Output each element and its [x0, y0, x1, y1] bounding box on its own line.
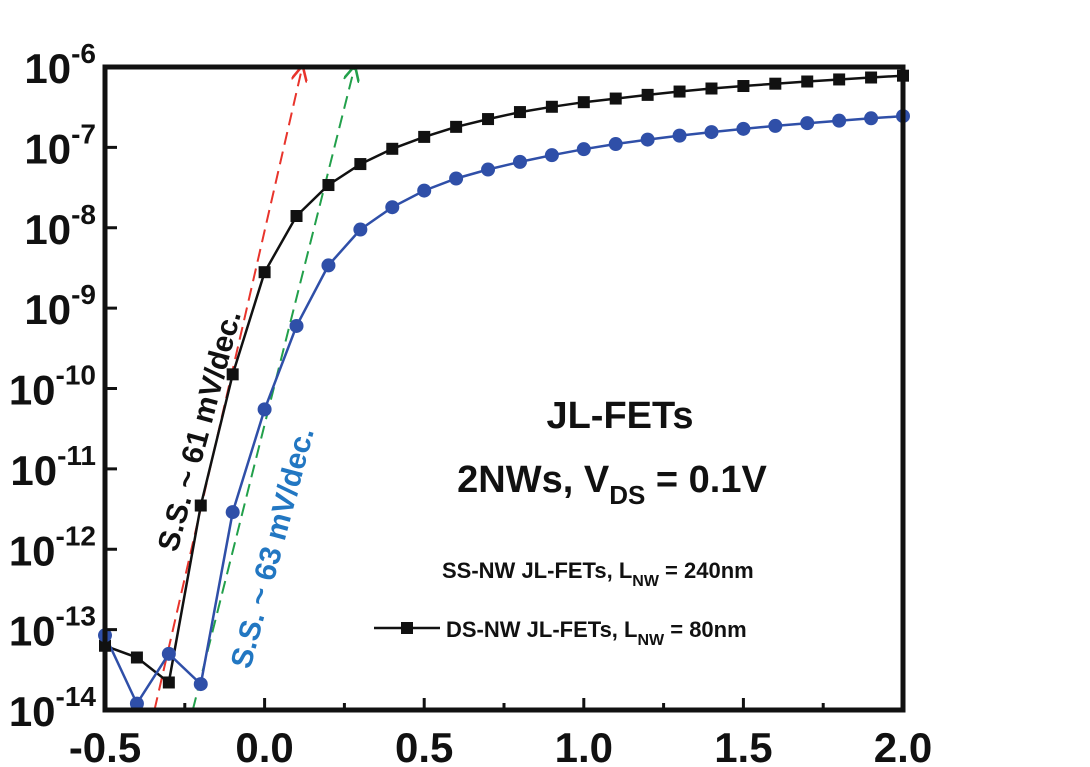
data-point-square	[609, 92, 622, 105]
title-line2-sub: DS	[609, 480, 645, 510]
y-tick-label: 10-8	[24, 199, 96, 253]
data-point-square	[737, 80, 750, 93]
x-tick-label: 0.5	[395, 724, 453, 767]
data-point-square	[769, 77, 782, 90]
data-point-square	[545, 100, 558, 113]
data-point-square	[801, 75, 814, 88]
legend-entry-ss-nw: SS-NW JL-FETs, LNW = 240nm	[442, 558, 754, 590]
data-point-circle	[576, 142, 591, 157]
data-point-square	[258, 266, 271, 279]
data-point-square	[641, 88, 654, 101]
data-point-square	[290, 210, 303, 223]
data-point-circle	[289, 318, 304, 333]
legend-ds-pre: DS-NW JL-FETs, L	[446, 617, 637, 642]
data-point-circle	[385, 200, 400, 215]
legend-ss-pre: SS-NW JL-FETs, L	[442, 558, 632, 583]
x-axis: -0.5 0.0 0.5 1.0 1.5 2.0	[69, 698, 932, 767]
data-point-circle	[768, 118, 783, 133]
y-tick-label: 10-10	[9, 360, 96, 414]
data-point-circle	[161, 646, 176, 661]
data-point-circle	[193, 677, 208, 692]
ss-blue-annotation: S.S. ~ 63 mV/dec.	[225, 424, 321, 672]
y-tick-label: 10-6	[24, 38, 96, 92]
y-tick-label: 10-11	[10, 440, 96, 494]
data-point-circle	[129, 696, 144, 711]
y-tick-label: 10-9	[24, 279, 96, 333]
data-point-circle	[800, 116, 815, 131]
data-point-square	[194, 499, 207, 512]
data-point-circle	[704, 125, 719, 140]
data-point-circle	[257, 402, 272, 417]
data-point-square	[513, 106, 526, 119]
legend-ds-sub: NW	[637, 632, 665, 649]
y-axis: 10-6 10-7 10-8 10-9 10-10 10-11 10-12 10-13 10-1…	[9, 38, 117, 735]
data-point-square	[450, 120, 463, 133]
data-point-circle	[449, 171, 464, 186]
title-line2-post: = 0.1V	[645, 459, 767, 501]
data-point-circle	[672, 128, 687, 143]
data-point-circle	[417, 183, 432, 198]
data-point-square	[322, 179, 335, 192]
y-tick-label: 10-7	[24, 118, 96, 172]
title-line2-pre: 2NWs, V	[457, 459, 610, 501]
legend-ds-post: = 80nm	[664, 617, 747, 642]
legend-entry-ds-nw: DS-NW JL-FETs, LNW = 80nm	[446, 617, 747, 649]
data-point-circle	[353, 222, 368, 237]
data-point-square	[482, 113, 495, 126]
data-point-circle	[481, 162, 496, 177]
data-point-square	[865, 71, 878, 84]
y-tick-label: 10-12	[9, 520, 96, 574]
data-point-square	[833, 73, 846, 86]
data-point-square	[226, 368, 239, 381]
data-point-circle	[832, 113, 847, 128]
x-tick-label: -0.5	[69, 724, 141, 767]
data-point-circle	[512, 154, 527, 169]
x-tick-label: 2.0	[874, 724, 932, 767]
y-tick-label: 10-13	[9, 601, 96, 655]
x-tick-label: 0.0	[235, 724, 293, 767]
data-point-circle	[608, 137, 623, 152]
legend-marker-ds-nw	[401, 622, 413, 634]
data-point-circle	[544, 148, 559, 163]
legend-ss-post: = 240nm	[659, 558, 754, 583]
series-markers-group	[98, 69, 910, 711]
data-point-square	[162, 676, 175, 689]
x-tick-label: 1.0	[555, 724, 613, 767]
data-point-circle	[864, 111, 879, 126]
data-point-square	[673, 85, 686, 98]
data-point-circle	[321, 258, 336, 273]
data-point-circle	[736, 121, 751, 136]
x-tick-label: 1.5	[714, 724, 772, 767]
legend-ss-sub: NW	[632, 573, 660, 590]
data-point-square	[130, 651, 143, 664]
chart-title-line1: JL-FETs	[546, 395, 693, 437]
data-point-square	[705, 82, 718, 95]
chart-title-line2: 2NWs, VDS = 0.1V	[457, 459, 767, 510]
data-point-square	[354, 158, 367, 171]
y-tick-label: 10-14	[9, 681, 97, 735]
data-point-square	[577, 96, 590, 109]
data-point-square	[386, 142, 399, 155]
data-point-circle	[640, 132, 655, 147]
legend: SS-NW JL-FETs, LNW = 240nm DS-NW JL-FETs…	[374, 558, 754, 649]
data-point-square	[418, 130, 431, 143]
data-point-circle	[225, 505, 240, 520]
